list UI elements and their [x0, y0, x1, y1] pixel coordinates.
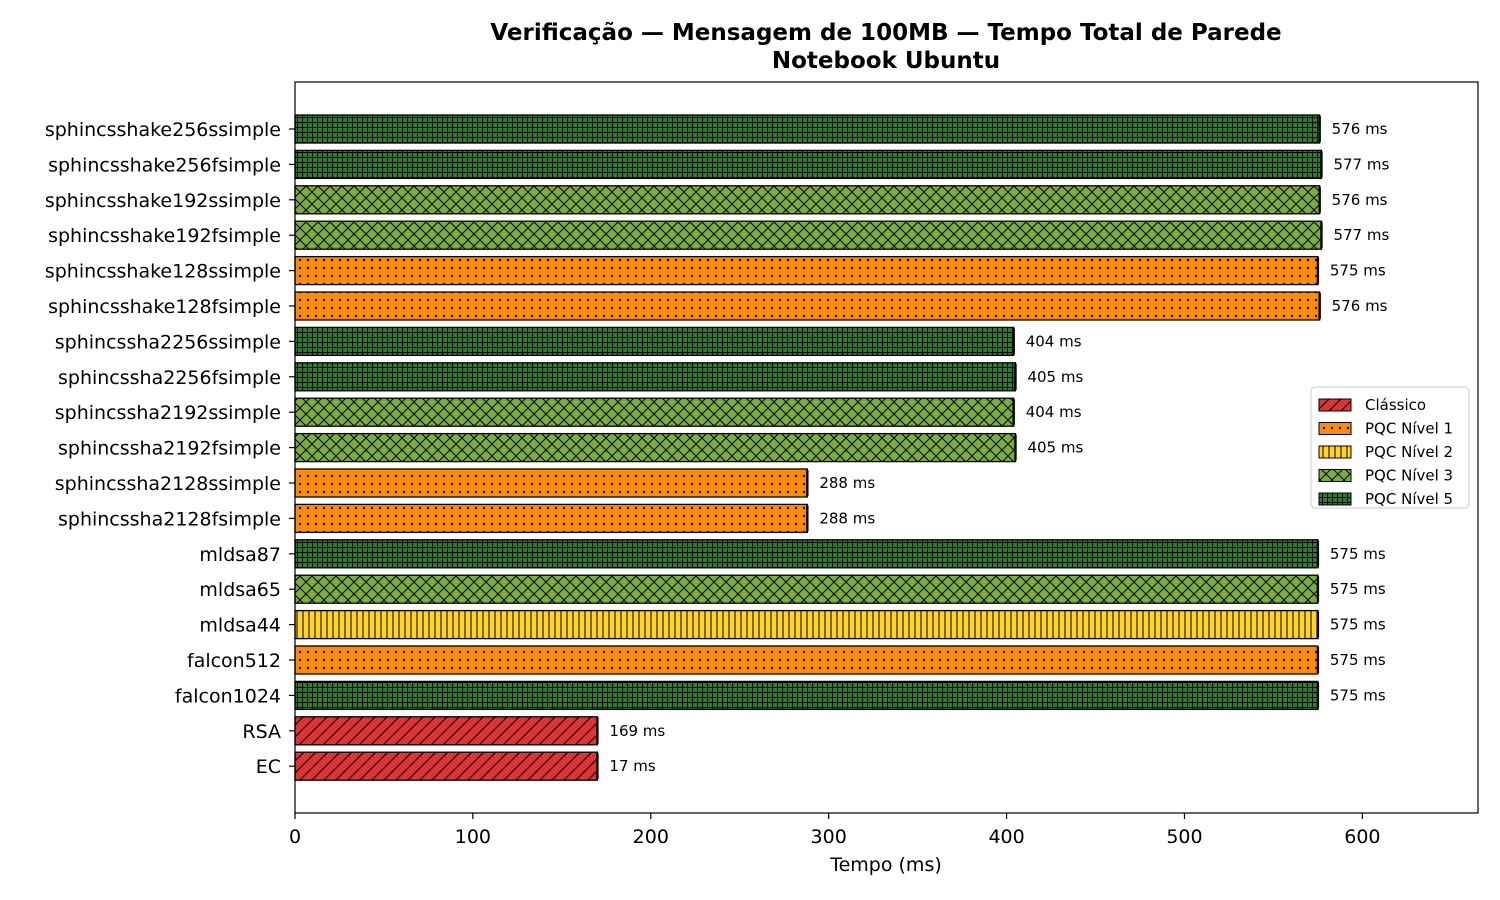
bar-RSA	[294, 716, 599, 746]
data-label: 576 ms	[1332, 120, 1388, 138]
y-tick-label: sphincsshake128ssimple	[45, 261, 281, 283]
data-label: 575 ms	[1330, 580, 1386, 598]
data-label: 575 ms	[1330, 616, 1386, 634]
bar-falcon512	[294, 645, 1319, 675]
data-label: 576 ms	[1332, 191, 1388, 209]
x-tick-label: 300	[811, 826, 847, 848]
data-label: 575 ms	[1330, 262, 1386, 280]
y-tick-label: sphincsshake192ssimple	[45, 190, 281, 212]
chart-title: Verificação — Mensagem de 100MB — Tempo …	[490, 20, 1281, 46]
legend-entry: PQC Nível 2	[1365, 443, 1453, 461]
x-tick-label: 400	[988, 826, 1024, 848]
y-tick-label: RSA	[242, 721, 281, 743]
data-label: 404 ms	[1026, 332, 1082, 350]
bar-EC	[294, 751, 599, 781]
data-label: 405 ms	[1027, 439, 1083, 457]
y-tick-label: sphincssha2256ssimple	[55, 331, 281, 353]
y-tick-label: sphincsshake128fsimple	[48, 296, 281, 318]
bar-sphincsshake256fsimple	[294, 149, 1323, 180]
bar-sphincssha2256ssimple	[294, 326, 1015, 357]
x-tick-label: 0	[289, 826, 301, 848]
bar-mldsa65	[294, 574, 1319, 604]
y-tick-label: mldsa65	[199, 579, 281, 601]
bar-sphincsshake192fsimple	[294, 220, 1323, 250]
bar-sphincssha2192ssimple	[294, 397, 1015, 427]
y-tick-label: sphincssha2256fsimple	[58, 367, 281, 389]
x-tick-label: 200	[633, 826, 669, 848]
data-label: 575 ms	[1330, 686, 1386, 704]
bar-sphincssha2192fsimple	[294, 432, 1017, 463]
legend-swatch	[1318, 398, 1352, 412]
legend-swatch	[1318, 445, 1352, 459]
y-tick-label: mldsa44	[199, 615, 281, 637]
legend: Clássico PQC Nível 1 PQC Nível 2 PQC Nível …	[1310, 386, 1470, 509]
chart-subtitle: Notebook Ubuntu	[772, 48, 1000, 74]
y-tick-label: sphincsshake256ssimple	[45, 119, 281, 141]
data-label: 288 ms	[819, 509, 875, 527]
bar-sphincsshake256ssimple	[294, 114, 1321, 144]
data-label: 577 ms	[1333, 155, 1389, 173]
x-tick-label: 600	[1344, 826, 1380, 848]
y-tick-label: sphincssha2192fsimple	[58, 438, 281, 460]
data-label: 169 ms	[609, 722, 665, 740]
data-label: 577 ms	[1333, 226, 1389, 244]
x-tick-label: 100	[455, 826, 491, 848]
bar-sphincsshake128fsimple	[294, 291, 1321, 321]
y-tick-label: sphincssha2128ssimple	[55, 473, 281, 495]
data-label: 288 ms	[819, 474, 875, 492]
legend-swatch	[1318, 469, 1352, 482]
legend-entry: Clássico	[1365, 396, 1426, 414]
x-axis-label: Tempo (ms)	[829, 854, 942, 876]
legend-swatch	[1318, 492, 1352, 506]
bar-sphincssha2128fsimple	[294, 503, 808, 534]
y-tick-label: EC	[256, 756, 281, 778]
data-label: 17 ms	[609, 757, 655, 775]
plot-frame	[294, 81, 1479, 814]
data-label: 575 ms	[1330, 651, 1386, 669]
legend-entry: PQC Nível 1	[1365, 420, 1453, 438]
bar-falcon1024	[294, 680, 1319, 711]
y-tick-label: sphincssha2128fsimple	[58, 508, 281, 530]
bar-sphincsshake192ssimple	[294, 185, 1321, 215]
y-tick-label: sphincsshake256fsimple	[48, 154, 281, 176]
y-tick-label: sphincsshake192fsimple	[48, 225, 281, 247]
x-tick-label: 500	[1166, 826, 1202, 848]
legend-entry: PQC Nível 3	[1365, 467, 1453, 485]
legend-entry: PQC Nível 5	[1365, 490, 1453, 508]
y-tick-label: mldsa87	[199, 544, 281, 566]
y-tick-label: falcon1024	[175, 685, 281, 707]
bar-sphincssha2128ssimple	[294, 468, 808, 498]
data-label: 575 ms	[1330, 545, 1386, 563]
data-label: 404 ms	[1026, 403, 1082, 421]
y-tick-label: falcon512	[187, 650, 281, 672]
bar-mldsa44	[294, 609, 1319, 640]
data-label: 405 ms	[1027, 368, 1083, 386]
legend-swatch	[1318, 422, 1352, 435]
y-tick-label: sphincssha2192ssimple	[55, 402, 281, 424]
bar-mldsa87	[294, 539, 1319, 569]
bar-sphincssha2256fsimple	[294, 362, 1017, 392]
bar-sphincsshake128ssimple	[294, 255, 1319, 286]
data-label: 576 ms	[1332, 297, 1388, 315]
